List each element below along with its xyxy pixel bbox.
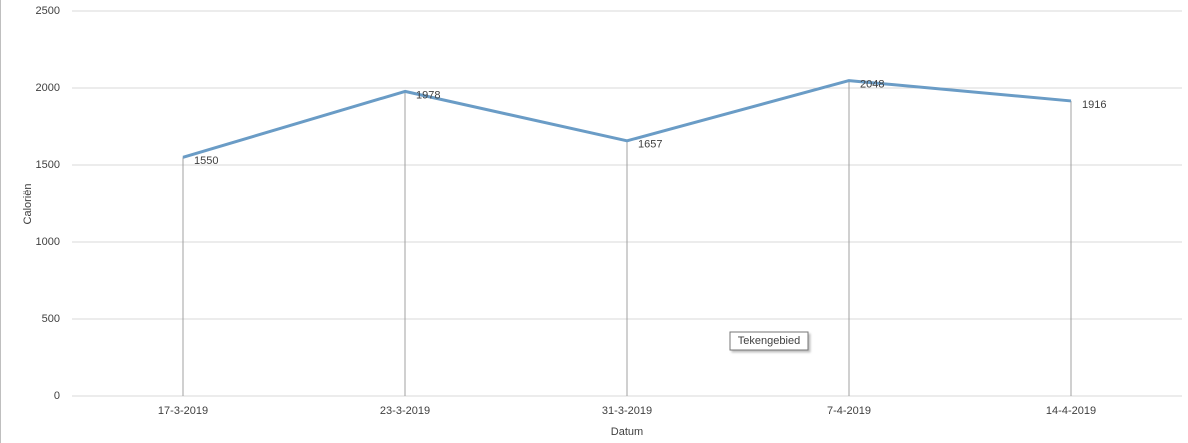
x-axis-title: Datum xyxy=(611,426,643,438)
x-tick-label: 31-3-2019 xyxy=(602,405,652,417)
y-axis-title: Caloriën xyxy=(22,184,34,225)
y-tick-label: 2000 xyxy=(36,82,60,94)
y-tick-label: 0 xyxy=(54,390,60,402)
data-label: 1916 xyxy=(1082,99,1106,111)
y-tick-label: 500 xyxy=(42,313,60,325)
data-label: 1550 xyxy=(194,155,218,167)
data-label: 1657 xyxy=(638,139,662,151)
tooltip-box xyxy=(729,331,809,351)
data-label: 2048 xyxy=(860,79,884,91)
x-tick-label: 14-4-2019 xyxy=(1046,405,1096,417)
y-tick-label: 1000 xyxy=(36,236,60,248)
y-tick-label: 2500 xyxy=(36,5,60,17)
series-line xyxy=(182,79,1072,159)
tooltip-text: Tekengebied xyxy=(738,335,800,347)
x-tick-label: 17-3-2019 xyxy=(158,405,208,417)
x-tick-label: 7-4-2019 xyxy=(827,405,871,417)
y-tick-label: 1500 xyxy=(36,159,60,171)
data-label: 1978 xyxy=(416,89,440,101)
x-tick-label: 23-3-2019 xyxy=(380,405,430,417)
